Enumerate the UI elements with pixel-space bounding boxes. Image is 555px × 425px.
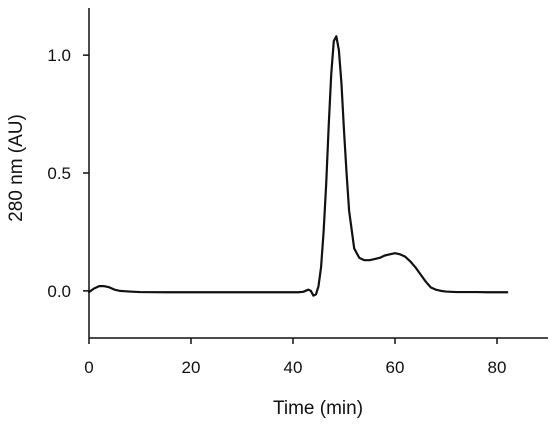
- plot-area: [89, 36, 507, 295]
- x-tick-label: 40: [284, 358, 303, 377]
- ticks: 0 20 40 60 80 0.0 0.5 1.0: [47, 46, 506, 377]
- y-tick-label: 0.0: [47, 282, 71, 301]
- y-tick-label: 0.5: [47, 164, 71, 183]
- series-line: [89, 36, 507, 295]
- y-axis-title: 280 nm (AU): [6, 114, 27, 222]
- x-axis-title: Time (min): [273, 398, 363, 419]
- x-tick-label: 80: [488, 358, 507, 377]
- x-tick-label: 20: [182, 358, 201, 377]
- x-tick-label: 0: [84, 358, 93, 377]
- y-tick-label: 1.0: [47, 46, 71, 65]
- x-tick-label: 60: [386, 358, 405, 377]
